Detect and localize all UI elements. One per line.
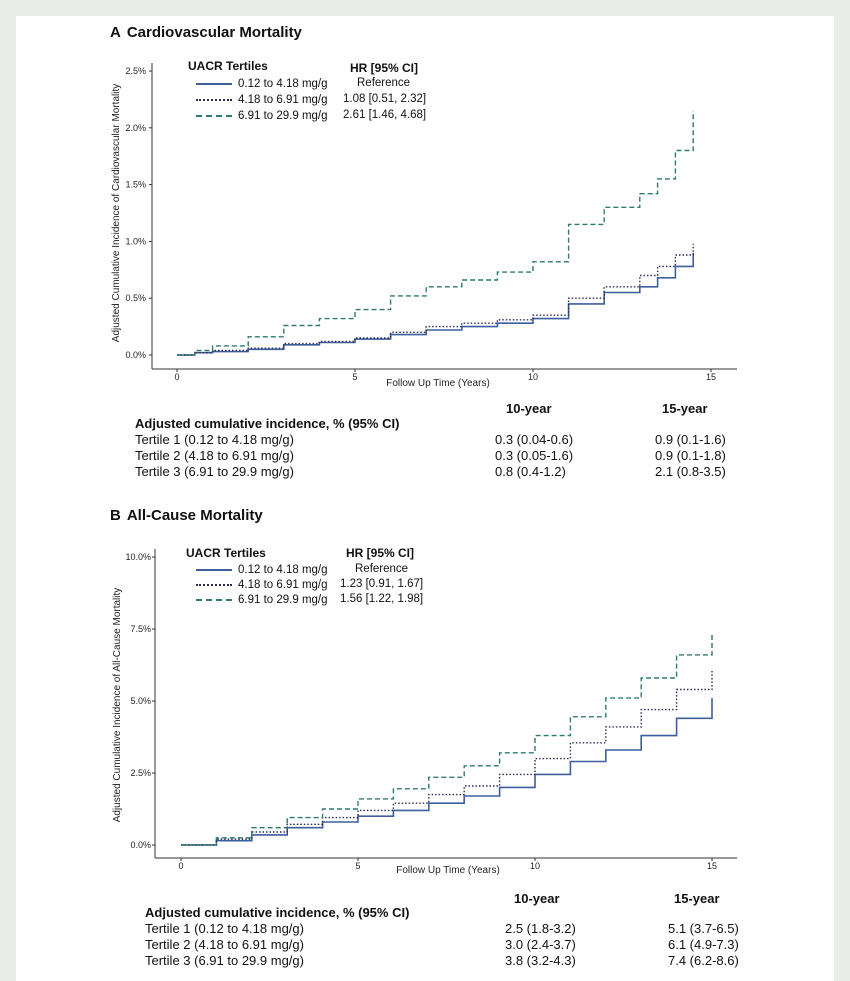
legend-a-label-1: 0.12 to 4.18 mg/g — [238, 78, 328, 90]
legend-a-swatch-3 — [196, 115, 232, 117]
chart-b-y-tick-label: 5.0% — [130, 696, 151, 706]
chart-b-y-tick-label: 10.0% — [125, 552, 151, 562]
chart-a-series-2 — [177, 243, 694, 356]
legend-a-hr-1: Reference — [357, 77, 411, 89]
chart-a-x-tick-label: 0 — [174, 372, 179, 382]
legend-a-hr-3: 2.61 [1.46, 4.68] — [343, 109, 427, 121]
legend-a-label-2: 4.18 to 6.91 mg/g — [238, 94, 328, 106]
table-a-row-1-label: Tertile 1 (0.12 to 4.18 mg/g) — [135, 432, 294, 447]
legend-a-item-3: 6.91 to 29.9 mg/g — [196, 109, 328, 123]
table-a-header: Adjusted cumulative incidence, % (95% CI… — [135, 416, 400, 431]
table-a-row-3-15yr: 2.1 (0.8-3.5) — [655, 464, 726, 479]
chart-a-x-tick-label: 5 — [352, 372, 357, 382]
chart-a-x-tick-label: 15 — [706, 372, 716, 382]
chart-b-x-axis-label: Follow Up Time (Years) — [396, 865, 500, 876]
legend-b-hr-2: 1.23 [0.91, 1.67] — [340, 578, 424, 590]
panel-a-letter: A — [110, 24, 121, 41]
panel-b-letter: B — [110, 507, 121, 524]
legend-a-item-1: 0.12 to 4.18 mg/g — [196, 77, 328, 91]
table-a-row-2-10yr: 0.3 (0.05-1.6) — [495, 448, 574, 463]
chart-b-series-1 — [181, 698, 713, 846]
legend-b-hr-1: Reference — [355, 563, 409, 575]
chart-b-series-2 — [181, 669, 713, 846]
chart-b-y-tick-label: 7.5% — [130, 624, 151, 634]
table-b-col-10yr: 10-year — [514, 891, 560, 906]
table-a-col-10yr: 10-year — [506, 401, 552, 416]
table-b-row-2-15yr: 6.1 (4.9-7.3) — [668, 937, 739, 952]
legend-a-label-3: 6.91 to 29.9 mg/g — [238, 110, 328, 122]
legend-a-hr-2: 1.08 [0.51, 2.32] — [343, 93, 427, 105]
chart-b-y-tick-label: 2.5% — [130, 768, 151, 778]
legend-b-item-3: 6.91 to 29.9 mg/g — [196, 593, 328, 607]
table-b-row-1-15yr: 5.1 (3.7-6.5) — [668, 921, 739, 936]
table-b-col-15yr: 15-year — [674, 891, 720, 906]
table-a-row-1-15yr: 0.9 (0.1-1.6) — [655, 432, 726, 447]
table-b-row-3-label: Tertile 3 (6.91 to 29.9 mg/g) — [145, 953, 304, 968]
chart-a-y-tick-label: 1.5% — [125, 180, 146, 190]
table-a-col-15yr: 15-year — [662, 401, 708, 416]
chart-b-x-tick-label: 10 — [530, 861, 540, 871]
panel-a-title-text: Cardiovascular Mortality — [126, 24, 302, 41]
chart-a-y-tick-label: 0.0% — [125, 350, 146, 360]
panel-b-title-text: All-Cause Mortality — [126, 507, 263, 524]
chart-a-y-axis-label: Adjusted Cumulative Incidence of Cardiov… — [111, 84, 122, 342]
chart-b-x-tick-label: 5 — [355, 861, 360, 871]
chart-a-series-1 — [177, 252, 694, 356]
chart-a-y-tick-label: 1.0% — [125, 236, 146, 246]
legend-b-item-2: 4.18 to 6.91 mg/g — [196, 578, 328, 592]
chart-b-series-3 — [181, 631, 713, 846]
legend-b-label-3: 6.91 to 29.9 mg/g — [238, 594, 328, 606]
chart-a-y-tick-label: 2.5% — [125, 66, 146, 76]
table-a-row-3-10yr: 0.8 (0.4-1.2) — [495, 464, 566, 479]
chart-a-series-3 — [177, 110, 694, 356]
table-b-row-2-label: Tertile 2 (4.18 to 6.91 mg/g) — [145, 937, 304, 952]
panel-a-title: A Cardiovascular Mortality — [110, 24, 302, 41]
table-b-row-1-10yr: 2.5 (1.8-3.2) — [505, 921, 576, 936]
chart-a-y-tick-label: 2.0% — [125, 123, 146, 133]
legend-b-swatch-2 — [196, 584, 232, 586]
chart-b-x-tick-label: 0 — [178, 861, 183, 871]
legend-b-swatch-3 — [196, 599, 232, 601]
legend-a-title: UACR Tertiles — [188, 59, 268, 73]
legend-b-hr-title: HR [95% CI] — [346, 546, 415, 560]
chart-a-x-axis-label: Follow Up Time (Years) — [386, 378, 490, 389]
legend-b-swatch-1 — [196, 569, 232, 571]
legend-b-item-1: 0.12 to 4.18 mg/g — [196, 563, 328, 577]
panel-b-title: B All-Cause Mortality — [110, 507, 263, 524]
legend-a-swatch-2 — [196, 99, 232, 101]
chart-a-x-tick-label: 10 — [528, 372, 538, 382]
chart-b-x-tick-label: 15 — [707, 861, 717, 871]
table-b-row-3-10yr: 3.8 (3.2-4.3) — [505, 953, 576, 968]
legend-b-hr-3: 1.56 [1.22, 1.98] — [340, 593, 424, 605]
legend-a-hr-title: HR [95% CI] — [350, 61, 419, 75]
chart-a-y-tick-label: 0.5% — [125, 293, 146, 303]
chart-b-y-axis-label: Adjusted Cumulative Incidence of All-Cau… — [112, 588, 123, 823]
table-b-row-3-15yr: 7.4 (6.2-8.6) — [668, 953, 739, 968]
table-a-row-1-10yr: 0.3 (0.04-0.6) — [495, 432, 574, 447]
table-a-row-2-15yr: 0.9 (0.1-1.8) — [655, 448, 726, 463]
legend-a-swatch-1 — [196, 83, 232, 85]
table-b-header: Adjusted cumulative incidence, % (95% CI… — [145, 905, 410, 920]
legend-b-title: UACR Tertiles — [186, 546, 266, 560]
table-b-row-1-label: Tertile 1 (0.12 to 4.18 mg/g) — [145, 921, 304, 936]
legend-b-label-1: 0.12 to 4.18 mg/g — [238, 564, 328, 576]
table-a-row-3-label: Tertile 3 (6.91 to 29.9 mg/g) — [135, 464, 294, 479]
legend-b-label-2: 4.18 to 6.91 mg/g — [238, 579, 328, 591]
table-b-row-2-10yr: 3.0 (2.4-3.7) — [505, 937, 576, 952]
legend-a-item-2: 4.18 to 6.91 mg/g — [196, 93, 328, 107]
table-a-row-2-label: Tertile 2 (4.18 to 6.91 mg/g) — [135, 448, 294, 463]
chart-b-y-tick-label: 0.0% — [130, 840, 151, 850]
